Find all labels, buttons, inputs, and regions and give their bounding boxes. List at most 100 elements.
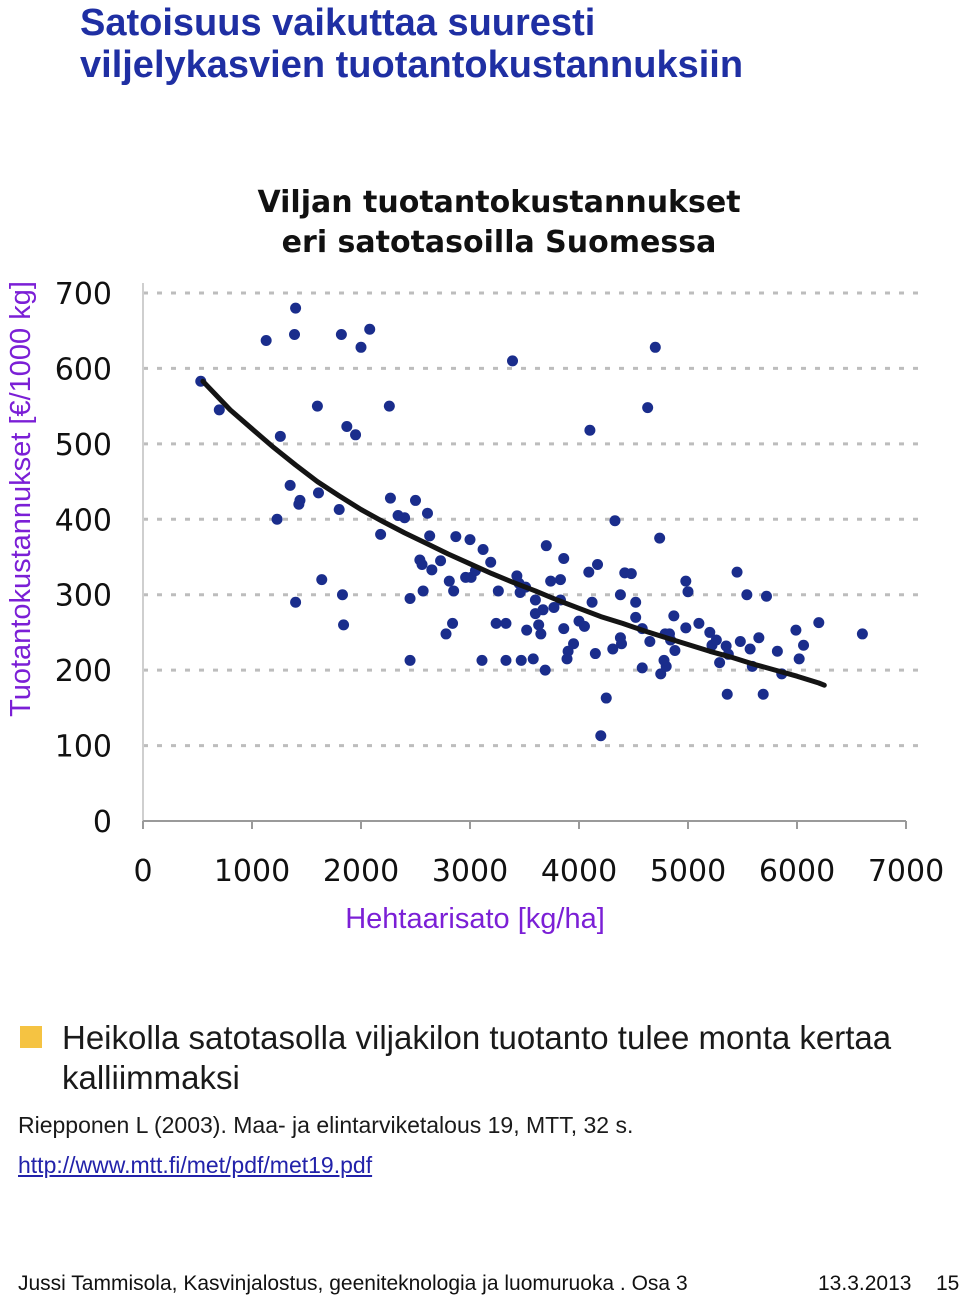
data-point [760,590,772,602]
data-point [435,555,447,567]
data-point [333,503,345,515]
y-tick-label: 100 [55,730,112,765]
data-point [500,617,512,629]
data-point [284,479,296,491]
data-point [416,559,428,571]
reference-citation: Riepponen L (2003). Maa- ja elintarviket… [18,1112,634,1138]
chart-title-line-2: eri satotasoilla Suomessa [282,225,717,260]
data-point [335,328,347,340]
data-point [636,662,648,674]
data-point [655,668,667,680]
data-point [583,566,595,578]
data-point [680,575,692,587]
data-point [529,594,541,606]
data-point [535,628,547,640]
reference-link[interactable]: http://www.mtt.fi/met/pdf/met19.pdf [18,1152,373,1178]
x-tick-label: 4000 [541,854,617,889]
data-point [421,507,433,519]
data-point [798,639,810,651]
data-point [721,688,733,700]
x-tick-label: 6000 [759,854,835,889]
data-point [274,430,286,442]
data-point [554,574,566,586]
data-point [693,617,705,629]
x-tick-label: 3000 [432,854,508,889]
x-tick-label: 0 [133,854,152,889]
data-point [680,622,692,634]
y-tick-label: 200 [55,654,112,689]
data-point [614,589,626,601]
y-tick-label: 300 [55,579,112,614]
data-point [720,640,732,652]
data-point [600,692,612,704]
data-point [558,553,570,565]
data-point [704,626,716,638]
data-point [561,653,573,665]
data-point [558,623,570,635]
data-point [213,404,225,416]
data-point [477,543,489,555]
data-point [440,628,452,640]
trend-curve [200,378,827,688]
bullet-text: Heikolla satotasolla viljakilon tuotanto… [62,1019,892,1096]
data-point [338,619,350,631]
data-point [490,617,502,629]
data-point [426,564,438,576]
data-point [642,402,654,414]
footer-page-number: 15 [936,1272,960,1295]
data-point [757,688,769,700]
data-point [658,654,670,666]
data-point [364,323,376,335]
data-point [311,400,323,412]
data-point [447,617,459,629]
scatter-chart: Viljan tuotantokustannukset eri satotaso… [5,185,944,935]
data-point [260,335,272,347]
data-point [668,610,680,622]
x-tick-label: 1000 [214,854,290,889]
data-point [548,602,560,614]
data-point [578,620,590,632]
data-point [744,643,756,655]
data-point [383,400,395,412]
data-point [790,624,802,636]
data-point [586,596,598,608]
y-axis-label: Tuotantokustannukset [€/1000 kg] [5,281,37,717]
data-point [545,575,557,587]
data-point [813,617,825,629]
data-point [771,645,783,657]
trend-line [200,378,827,688]
data-point [375,528,387,540]
data-point [492,585,504,597]
data-point [404,654,416,666]
data-point [355,341,367,353]
y-tick-label: 400 [55,503,112,538]
slide-title-line-1: Satoisuus vaikuttaa suuresti [80,2,596,44]
data-point [537,604,549,616]
x-tick-label: 2000 [323,854,399,889]
data-point [533,619,545,631]
data-point [714,657,726,669]
data-points [195,302,868,742]
data-point [316,574,328,586]
data-point [682,586,694,598]
x-tick-label: 7000 [868,854,944,889]
data-point [500,654,512,666]
data-point [540,540,552,552]
data-point [741,589,753,601]
y-tick-label: 0 [93,805,112,840]
data-point [410,494,421,506]
data-point [589,648,601,660]
data-point [609,515,621,527]
data-point [289,328,301,340]
data-point [485,556,497,568]
data-point [515,654,527,666]
data-point [450,531,462,543]
data-point [384,492,396,504]
y-tick-label: 700 [55,277,112,312]
footer: Jussi Tammisola, Kasvinjalostus, geenite… [18,1272,959,1298]
data-point [568,638,580,650]
data-point [731,566,743,578]
data-point [336,589,348,601]
data-point [448,585,460,597]
